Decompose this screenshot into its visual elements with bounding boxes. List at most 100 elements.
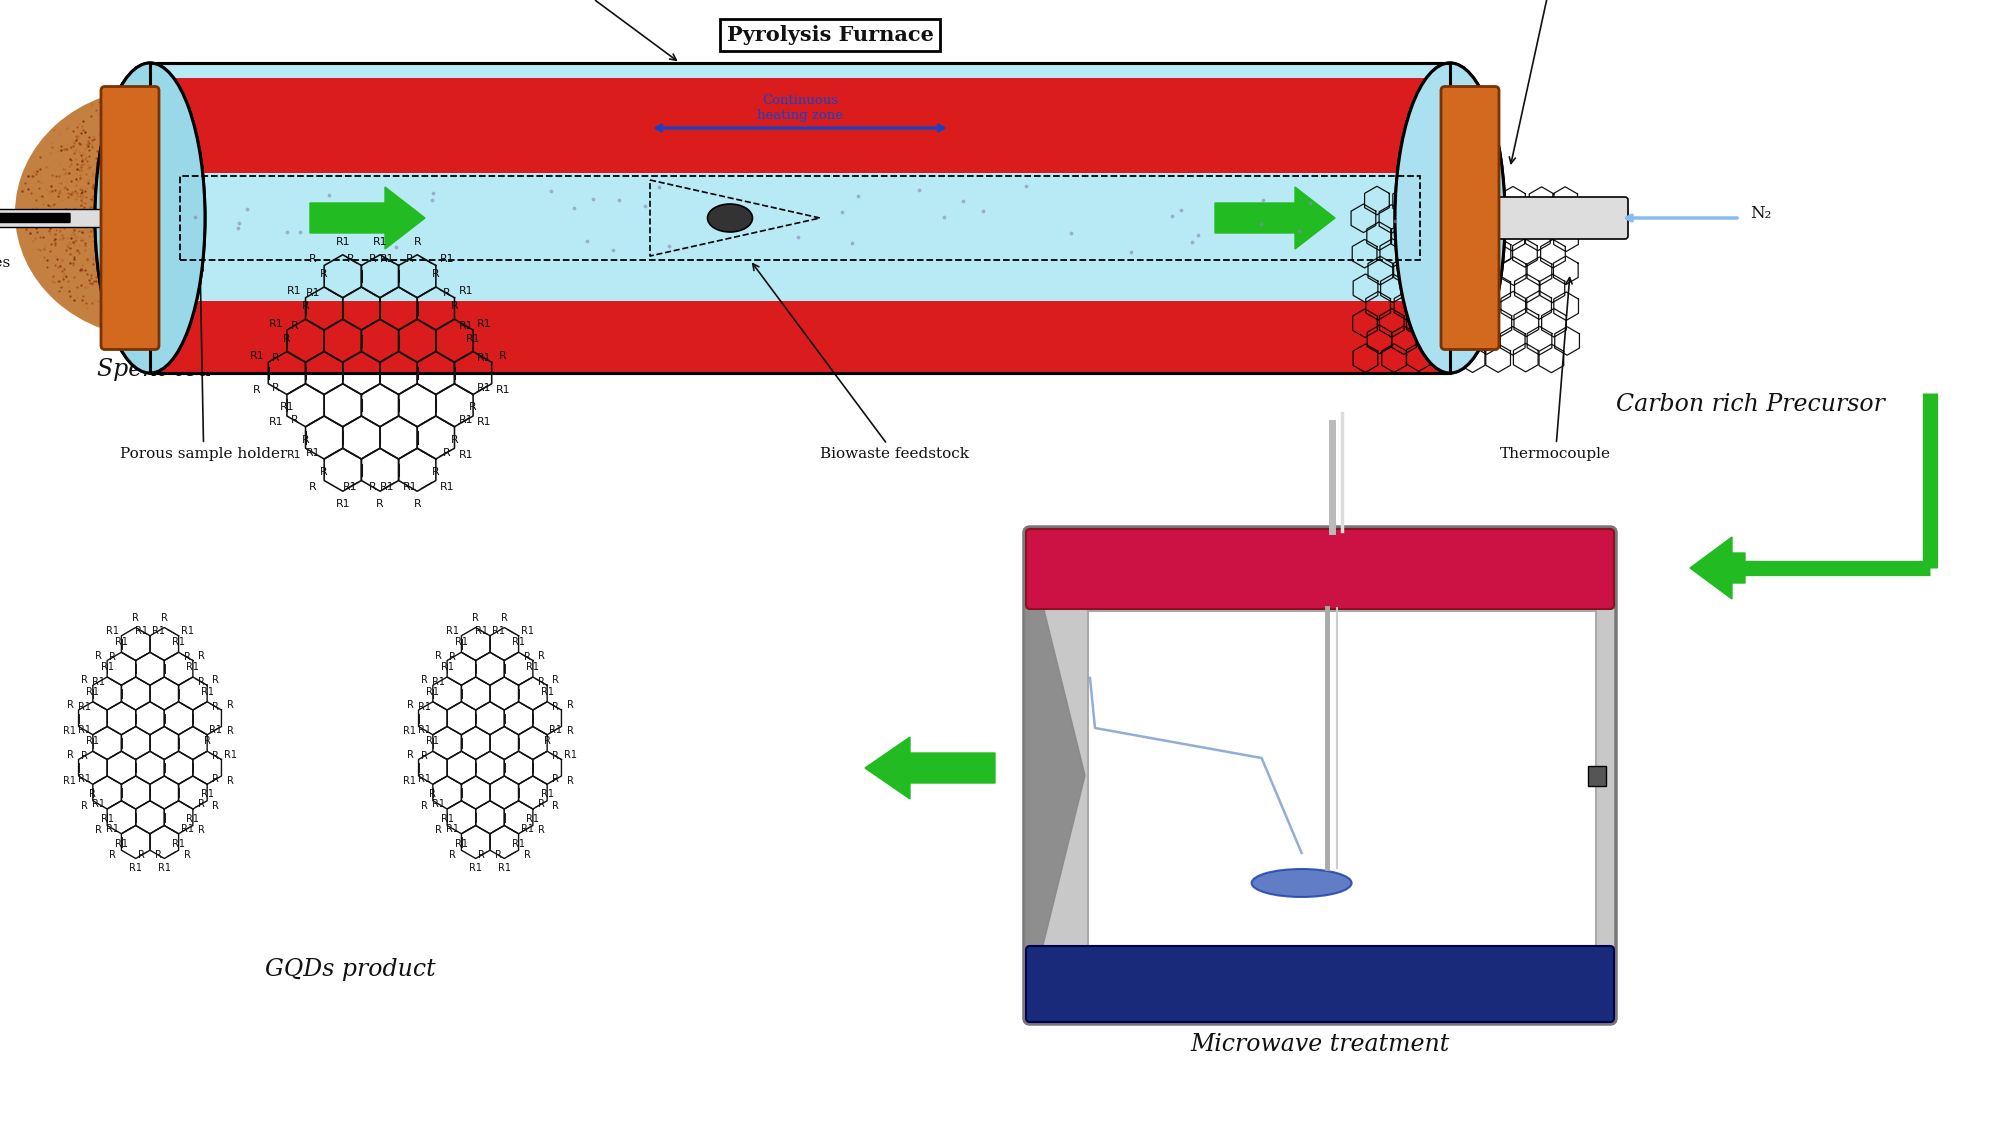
Text: R: R xyxy=(88,789,96,800)
FancyArrow shape xyxy=(1214,188,1335,249)
Text: R1: R1 xyxy=(92,677,105,687)
Text: R: R xyxy=(539,825,545,836)
Text: R1: R1 xyxy=(201,687,213,697)
Text: R1: R1 xyxy=(468,864,482,874)
Text: R: R xyxy=(183,652,191,663)
Text: R1: R1 xyxy=(115,839,129,849)
Text: R: R xyxy=(302,301,310,311)
Text: R1: R1 xyxy=(173,638,185,647)
Text: R: R xyxy=(432,467,440,477)
Text: R: R xyxy=(199,800,205,809)
Text: R: R xyxy=(539,650,545,660)
Text: R1: R1 xyxy=(64,727,76,737)
Text: R: R xyxy=(420,801,428,811)
Text: R1: R1 xyxy=(201,789,213,800)
Text: R1: R1 xyxy=(287,449,301,459)
Text: R1: R1 xyxy=(380,482,394,492)
Text: R1: R1 xyxy=(541,687,553,697)
Text: GQDs product: GQDs product xyxy=(265,958,436,982)
Text: Heating mental: Heating mental xyxy=(521,0,675,61)
Text: R1: R1 xyxy=(458,416,472,426)
Text: R: R xyxy=(213,751,219,761)
Text: R: R xyxy=(283,334,291,344)
FancyBboxPatch shape xyxy=(1441,86,1499,349)
Text: R: R xyxy=(155,850,163,860)
Text: R: R xyxy=(567,727,573,737)
Text: R: R xyxy=(66,749,74,759)
FancyBboxPatch shape xyxy=(1025,529,1614,609)
Text: R: R xyxy=(320,467,328,477)
Text: R1: R1 xyxy=(440,663,454,672)
Text: R: R xyxy=(553,751,559,761)
Text: R: R xyxy=(406,700,414,710)
Text: R1: R1 xyxy=(426,687,440,697)
Text: R: R xyxy=(500,613,509,622)
Text: R: R xyxy=(80,801,88,811)
Text: R1: R1 xyxy=(223,749,237,759)
Text: R: R xyxy=(346,254,354,264)
Text: R1: R1 xyxy=(458,321,472,330)
Ellipse shape xyxy=(94,63,205,373)
Text: R: R xyxy=(478,850,484,860)
Text: R: R xyxy=(227,776,233,786)
Text: R: R xyxy=(553,774,559,784)
Text: R: R xyxy=(468,402,476,412)
Text: R1: R1 xyxy=(279,402,293,412)
Text: R1: R1 xyxy=(513,638,525,647)
Text: R1: R1 xyxy=(173,839,185,849)
Ellipse shape xyxy=(708,204,752,232)
Ellipse shape xyxy=(1395,63,1505,373)
Text: R1: R1 xyxy=(418,724,430,734)
Text: R1: R1 xyxy=(380,254,394,264)
Text: R: R xyxy=(553,801,559,811)
Text: R: R xyxy=(434,825,442,836)
Text: R: R xyxy=(213,774,219,784)
Text: R: R xyxy=(139,850,145,860)
Text: R1: R1 xyxy=(496,385,511,395)
Text: R: R xyxy=(432,270,440,280)
Text: R: R xyxy=(203,737,211,747)
Text: R: R xyxy=(213,801,219,811)
Text: Carbon rich Precursor: Carbon rich Precursor xyxy=(1616,393,1885,416)
Text: R: R xyxy=(545,737,551,747)
Text: R: R xyxy=(420,751,428,761)
Text: R: R xyxy=(567,776,573,786)
Text: R: R xyxy=(271,383,279,393)
Text: R1: R1 xyxy=(458,449,472,459)
Text: R1: R1 xyxy=(498,864,511,874)
Text: R: R xyxy=(253,385,261,395)
Text: Pyrolysis Furnace: Pyrolysis Furnace xyxy=(726,25,933,45)
Text: R: R xyxy=(494,850,502,860)
Text: R: R xyxy=(450,301,458,311)
Text: R1: R1 xyxy=(107,824,119,833)
Text: R1: R1 xyxy=(513,839,525,849)
Text: R1: R1 xyxy=(454,839,468,849)
Text: R1: R1 xyxy=(86,687,98,697)
Text: R1: R1 xyxy=(100,663,115,672)
Text: R1: R1 xyxy=(187,663,199,672)
Text: R1: R1 xyxy=(418,774,430,784)
Text: R1: R1 xyxy=(458,286,472,296)
Text: R1: R1 xyxy=(454,638,468,647)
Text: R1: R1 xyxy=(446,824,460,833)
Text: R1: R1 xyxy=(100,814,115,824)
Text: R: R xyxy=(450,850,456,860)
Text: R1: R1 xyxy=(181,626,193,636)
Text: R1: R1 xyxy=(404,727,416,737)
Text: R1: R1 xyxy=(476,353,492,363)
Text: R1: R1 xyxy=(440,814,454,824)
Text: R: R xyxy=(227,700,233,710)
Text: Spent tea: Spent tea xyxy=(96,358,213,381)
Text: R: R xyxy=(444,448,450,457)
Text: R: R xyxy=(80,751,88,761)
Text: R: R xyxy=(368,254,376,264)
Text: R1: R1 xyxy=(527,814,539,824)
Text: R1: R1 xyxy=(563,749,577,759)
Text: R: R xyxy=(406,749,414,759)
Text: R: R xyxy=(227,727,233,737)
Text: R1: R1 xyxy=(404,776,416,786)
Text: R: R xyxy=(420,675,428,685)
FancyBboxPatch shape xyxy=(151,63,1449,373)
Text: R: R xyxy=(414,499,420,509)
Text: R1: R1 xyxy=(287,286,301,296)
